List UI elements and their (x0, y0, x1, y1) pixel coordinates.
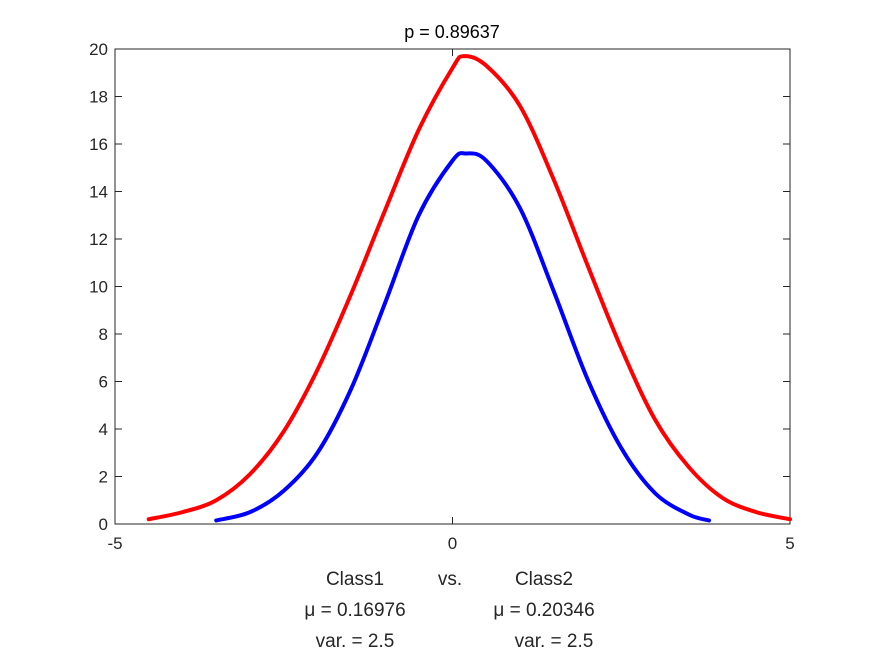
xlabel-line2-right: μ = 0.20346 (493, 600, 594, 621)
x-tick-label: 0 (448, 534, 457, 553)
x-axis-label: Class1 vs. Class2 μ = 0.16976 μ = 0.2034… (304, 569, 594, 652)
x-tick-label: -5 (107, 534, 122, 553)
xlabel-line1-mid: vs. (438, 569, 462, 590)
y-tick-label: 16 (89, 135, 108, 154)
xlabel-line2-left: μ = 0.16976 (304, 600, 405, 621)
xlabel-line3-left: var. = 2.5 (316, 631, 395, 652)
plot-area-frame (114, 48, 791, 525)
curves (146, 54, 792, 523)
y-tick-label: 14 (89, 183, 108, 202)
y-tick-label: 18 (89, 88, 108, 107)
axes-box (114, 48, 791, 525)
x-tick-label: 5 (785, 534, 794, 553)
y-tick-label: 6 (99, 373, 108, 392)
series-line-1 (146, 54, 792, 522)
y-tick-label: 2 (99, 468, 108, 487)
xlabel-line1-left: Class1 (326, 569, 384, 590)
xlabel-line1-right: Class2 (515, 569, 573, 590)
series-line-2 (214, 151, 711, 523)
y-tick-label: 0 (99, 515, 108, 534)
chart-title: p = 0.89637 (404, 22, 500, 42)
xlabel-line3-right: var. = 2.5 (515, 631, 594, 652)
y-tick-label: 8 (99, 325, 108, 344)
y-tick-label: 20 (89, 40, 108, 59)
y-tick-label: 12 (89, 230, 108, 249)
y-tick-label: 4 (99, 420, 108, 439)
y-tick-label: 10 (89, 278, 108, 297)
